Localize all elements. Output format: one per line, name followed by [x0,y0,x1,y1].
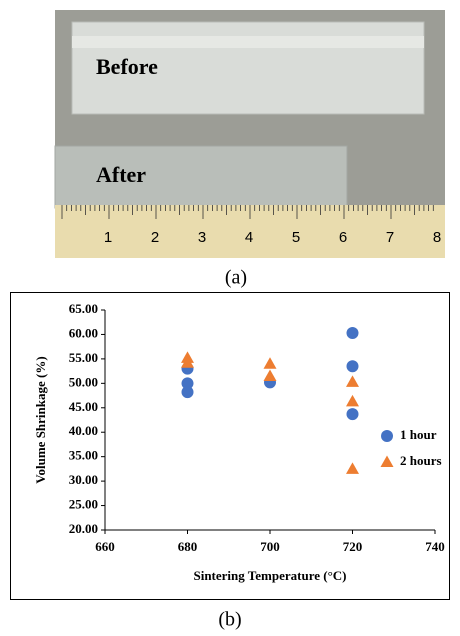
circle-marker [181,386,194,399]
x-tick-label: 700 [260,539,280,554]
ruler-number: 6 [339,229,347,246]
photo: 1 2 3 4 5 6 7 8 Before After [54,10,445,258]
circle-marker [346,326,359,339]
ruler-number: 3 [198,229,206,246]
y-tick-label: 60.00 [69,325,98,340]
ruler-number: 7 [386,229,394,246]
brick-after [54,145,348,209]
x-axis-title: Sintering Temperature (°C) [193,568,346,583]
label-after: After [96,162,146,187]
x-tick-label: 720 [343,539,363,554]
caption: (b) [218,609,241,631]
y-tick-label: 50.00 [69,374,98,389]
brick-texture [72,36,424,48]
y-tick-label: 40.00 [69,423,98,438]
ruler-number: 5 [292,229,300,246]
y-tick-label: 35.00 [69,448,98,463]
legend-label: 2 hours [400,453,442,468]
x-tick-label: 680 [178,539,198,554]
triangle-marker [346,375,359,387]
label-before: Before [96,54,158,79]
y-tick-label: 25.00 [69,497,98,512]
legend-marker [381,430,393,442]
y-tick-label: 65.00 [69,301,98,316]
y-tick-label: 45.00 [69,399,98,414]
y-axis-title: Volume Shrinkage (%) [33,356,48,483]
circle-marker [346,408,359,421]
y-tick-label: 55.00 [69,350,98,365]
chart-frame [10,292,450,600]
ruler-number: 2 [151,229,159,246]
x-tick-label: 660 [95,539,115,554]
y-tick-label: 20.00 [69,521,98,536]
triangle-marker [181,356,194,368]
legend-label: 1 hour [400,427,437,442]
triangle-marker [263,369,277,381]
triangle-marker [346,394,359,407]
triangle-marker [263,357,277,369]
x-tick-label: 740 [425,539,445,554]
triangle-marker [346,462,359,474]
y-tick-label: 30.00 [69,472,98,487]
circle-marker [181,377,194,390]
ruler-ticks: 1 2 3 4 5 6 7 8 [61,205,441,246]
ruler-number: 8 [433,229,441,246]
ruler-number: 4 [245,229,253,246]
ruler-number: 1 [104,229,112,246]
chart: 20.00 25.00 30.00 35.00 40.00 45.00 50.00 55.00… [33,301,448,583]
caption: (a) [225,267,247,289]
circle-marker [346,360,359,373]
legend-marker [380,455,394,467]
